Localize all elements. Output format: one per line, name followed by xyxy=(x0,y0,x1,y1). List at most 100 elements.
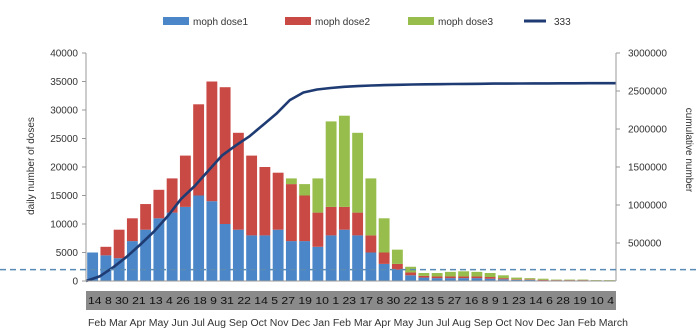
month-tick-labels: Feb Mar Apr May Jun Jul Aug Sep Oct Nov … xyxy=(88,318,628,329)
y-tick-label: 40000 xyxy=(50,49,78,60)
bar-dose3 xyxy=(299,184,311,196)
bar-dose2 xyxy=(550,280,562,281)
legend: moph dose1 moph dose2 moph dose3 333 xyxy=(163,17,571,28)
bar-dose3 xyxy=(285,178,297,185)
bar-dose3 xyxy=(524,278,536,280)
legend-label-moph-dose3: moph dose3 xyxy=(438,17,493,28)
bar-dose3 xyxy=(577,279,589,281)
bar-dose1 xyxy=(113,258,125,281)
bar-dose2 xyxy=(113,229,125,259)
bar-dose2 xyxy=(458,276,470,279)
bar-dose3 xyxy=(511,277,523,280)
bar-dose1 xyxy=(166,212,178,281)
bar-dose2 xyxy=(219,87,231,224)
bar-dose2 xyxy=(285,184,297,242)
y-tick-label: 5000 xyxy=(56,248,79,259)
bar-dose3 xyxy=(431,273,443,277)
legend-swatch-moph-dose1 xyxy=(163,17,189,25)
bar-dose2 xyxy=(405,272,417,276)
bar-dose3 xyxy=(497,275,509,279)
y2-tick-label: 1500000 xyxy=(628,163,667,174)
bar-dose1 xyxy=(246,235,258,281)
bar-dose2 xyxy=(206,81,218,202)
y-tick-label: 30000 xyxy=(50,106,78,117)
bar-dose1 xyxy=(497,279,509,281)
y-tick-label: 15000 xyxy=(50,191,78,202)
bar-dose1 xyxy=(391,269,403,281)
bar-dose3 xyxy=(418,273,430,276)
bar-dose1 xyxy=(458,278,470,281)
bar-dose1 xyxy=(87,252,99,281)
bar-dose3 xyxy=(378,218,390,253)
bar-dose2 xyxy=(153,189,165,219)
bar-dose1 xyxy=(193,195,205,281)
bar-dose3 xyxy=(603,280,615,281)
bar-dose2 xyxy=(126,218,138,242)
bar-dose3 xyxy=(365,178,377,236)
bar-dose2 xyxy=(378,252,390,264)
legend-swatch-moph-dose3 xyxy=(408,17,434,25)
bar-dose1 xyxy=(232,229,244,281)
cumulative-line xyxy=(85,81,616,283)
bar-dose2 xyxy=(484,277,496,279)
bar-dose2 xyxy=(299,195,311,242)
bar-dose1 xyxy=(365,252,377,281)
bar-dose2 xyxy=(365,235,377,253)
bar-dose1 xyxy=(140,229,152,281)
bar-dose1 xyxy=(299,241,311,281)
bar-dose2 xyxy=(497,278,509,280)
bar-dose3 xyxy=(312,178,324,213)
bar-dose2 xyxy=(166,178,178,213)
bar-dose1 xyxy=(272,229,284,281)
bar-dose2 xyxy=(524,279,536,280)
bar-dose1 xyxy=(219,224,231,281)
bar-dose1 xyxy=(378,263,390,281)
legend-swatch-moph-dose2 xyxy=(285,17,311,25)
bar-dose2 xyxy=(325,206,337,236)
bar-dose3 xyxy=(537,278,549,280)
axes-group: 4000035000300002500020000150001000050000… xyxy=(0,49,696,288)
bar-dose1 xyxy=(259,235,271,281)
bar-series-group xyxy=(87,81,615,282)
y-axis-label: daily number of doses xyxy=(26,117,37,215)
bar-dose2 xyxy=(193,104,205,196)
bar-dose3 xyxy=(564,279,576,281)
bar-dose3 xyxy=(325,121,337,207)
y-tick-label: 35000 xyxy=(50,77,78,88)
bar-dose1 xyxy=(431,278,443,281)
bar-dose2 xyxy=(100,246,112,256)
y-tick-label: 10000 xyxy=(50,220,78,231)
bar-dose1 xyxy=(206,201,218,281)
bar-dose1 xyxy=(285,241,297,281)
bar-dose1 xyxy=(511,279,523,281)
bar-dose1 xyxy=(484,278,496,281)
bar-dose2 xyxy=(338,206,350,230)
bar-dose2 xyxy=(140,204,152,230)
bar-dose3 xyxy=(444,271,456,277)
y2-tick-label: 2500000 xyxy=(628,87,667,98)
y-tick-label: 20000 xyxy=(50,163,78,174)
bar-dose2 xyxy=(537,279,549,281)
bar-dose2 xyxy=(352,212,364,236)
bar-dose2 xyxy=(246,155,258,236)
bar-dose2 xyxy=(431,276,443,279)
y-tick-label: 0 xyxy=(72,277,78,288)
bar-dose1 xyxy=(325,235,337,281)
bar-dose2 xyxy=(232,132,244,230)
bar-dose1 xyxy=(126,241,138,281)
tick-label-band xyxy=(86,291,616,310)
bar-dose3 xyxy=(352,132,364,213)
bar-dose1 xyxy=(179,206,191,281)
y2-tick-label: 3000000 xyxy=(628,49,667,60)
bar-dose3 xyxy=(550,279,562,281)
bar-dose3 xyxy=(391,249,403,264)
bar-dose1 xyxy=(312,246,324,281)
y2-tick-label: 2000000 xyxy=(628,125,667,136)
bar-dose2 xyxy=(418,275,430,278)
day-tick-labels: 14 8 30 21 13 4 26 18 9 31 22 14 5 27 19… xyxy=(88,296,615,307)
bar-dose1 xyxy=(100,255,112,281)
bar-dose2 xyxy=(511,279,523,280)
legend-label-moph-dose1: moph dose1 xyxy=(193,17,248,28)
bar-dose3 xyxy=(338,115,350,207)
